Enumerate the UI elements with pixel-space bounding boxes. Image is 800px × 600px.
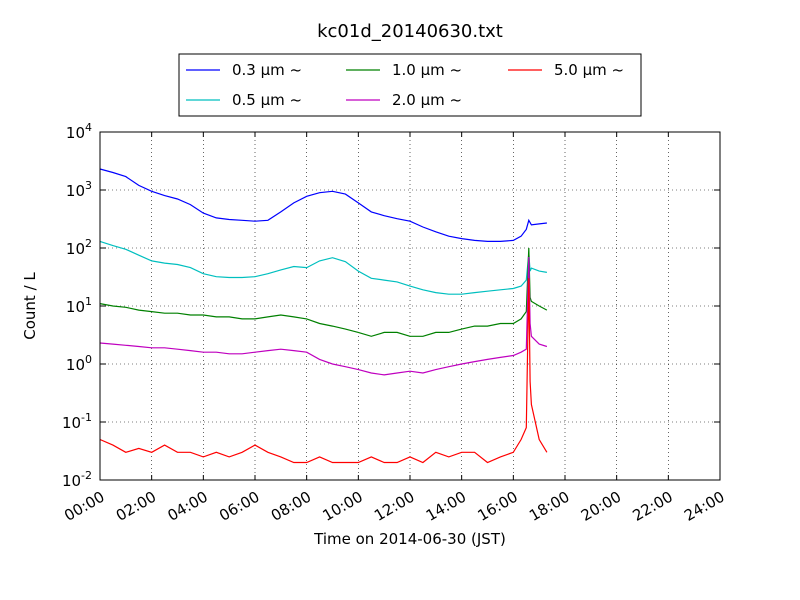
y-axis-label: Count / L bbox=[21, 272, 39, 340]
legend-label: 5.0 μm ~ bbox=[554, 61, 624, 79]
x-tick-label: 02:00 bbox=[113, 488, 159, 525]
chart-title: kc01d_20140630.txt bbox=[317, 21, 503, 42]
series-layer bbox=[99, 168, 548, 464]
x-tick-label: 20:00 bbox=[578, 488, 624, 525]
y-tick-label: 10-2 bbox=[62, 469, 92, 490]
x-tick-label: 06:00 bbox=[216, 488, 262, 525]
x-tick-label: 00:00 bbox=[61, 488, 107, 525]
x-tick-label: 24:00 bbox=[681, 488, 727, 525]
legend-box bbox=[178, 53, 642, 117]
grid bbox=[99, 131, 721, 481]
legend-label: 0.5 μm ~ bbox=[232, 91, 302, 109]
x-tick-label: 12:00 bbox=[371, 488, 417, 525]
x-tick-label: 04:00 bbox=[164, 488, 210, 525]
y-tick-label: 101 bbox=[66, 295, 92, 316]
legend: 0.3 μm ~ 0.5 μm ~ 1.0 μm ~ 2.0 μm ~ 5.0 μm ~ bbox=[178, 53, 642, 117]
x-tick-label: 08:00 bbox=[268, 488, 314, 525]
x-tick-label: 14:00 bbox=[423, 488, 469, 525]
legend-label: 0.3 μm ~ bbox=[232, 61, 302, 79]
y-tick-label: 104 bbox=[66, 121, 92, 142]
series-line bbox=[99, 168, 547, 242]
legend-label: 2.0 μm ~ bbox=[392, 91, 462, 109]
x-tick-label: 18:00 bbox=[526, 488, 572, 525]
series-line bbox=[99, 240, 547, 295]
x-tick-label: 22:00 bbox=[629, 488, 675, 525]
series-line bbox=[99, 247, 548, 337]
series-line bbox=[99, 278, 548, 464]
y-tick-label: 100 bbox=[66, 353, 92, 374]
x-axis-label: Time on 2014-06-30 (JST) bbox=[313, 530, 506, 548]
y-tick-label: 103 bbox=[66, 179, 92, 200]
y-tick-label: 102 bbox=[66, 237, 92, 258]
y-tick-label: 10-1 bbox=[62, 411, 92, 432]
legend-label: 1.0 μm ~ bbox=[392, 61, 462, 79]
x-tick-label: 10:00 bbox=[319, 488, 365, 525]
series-line bbox=[99, 256, 548, 376]
axis-ticks: 00:00 02:00 04:00 06:00 08:00 10:00 12:00 14:00… bbox=[61, 121, 727, 525]
x-tick-label: 16:00 bbox=[474, 488, 520, 525]
